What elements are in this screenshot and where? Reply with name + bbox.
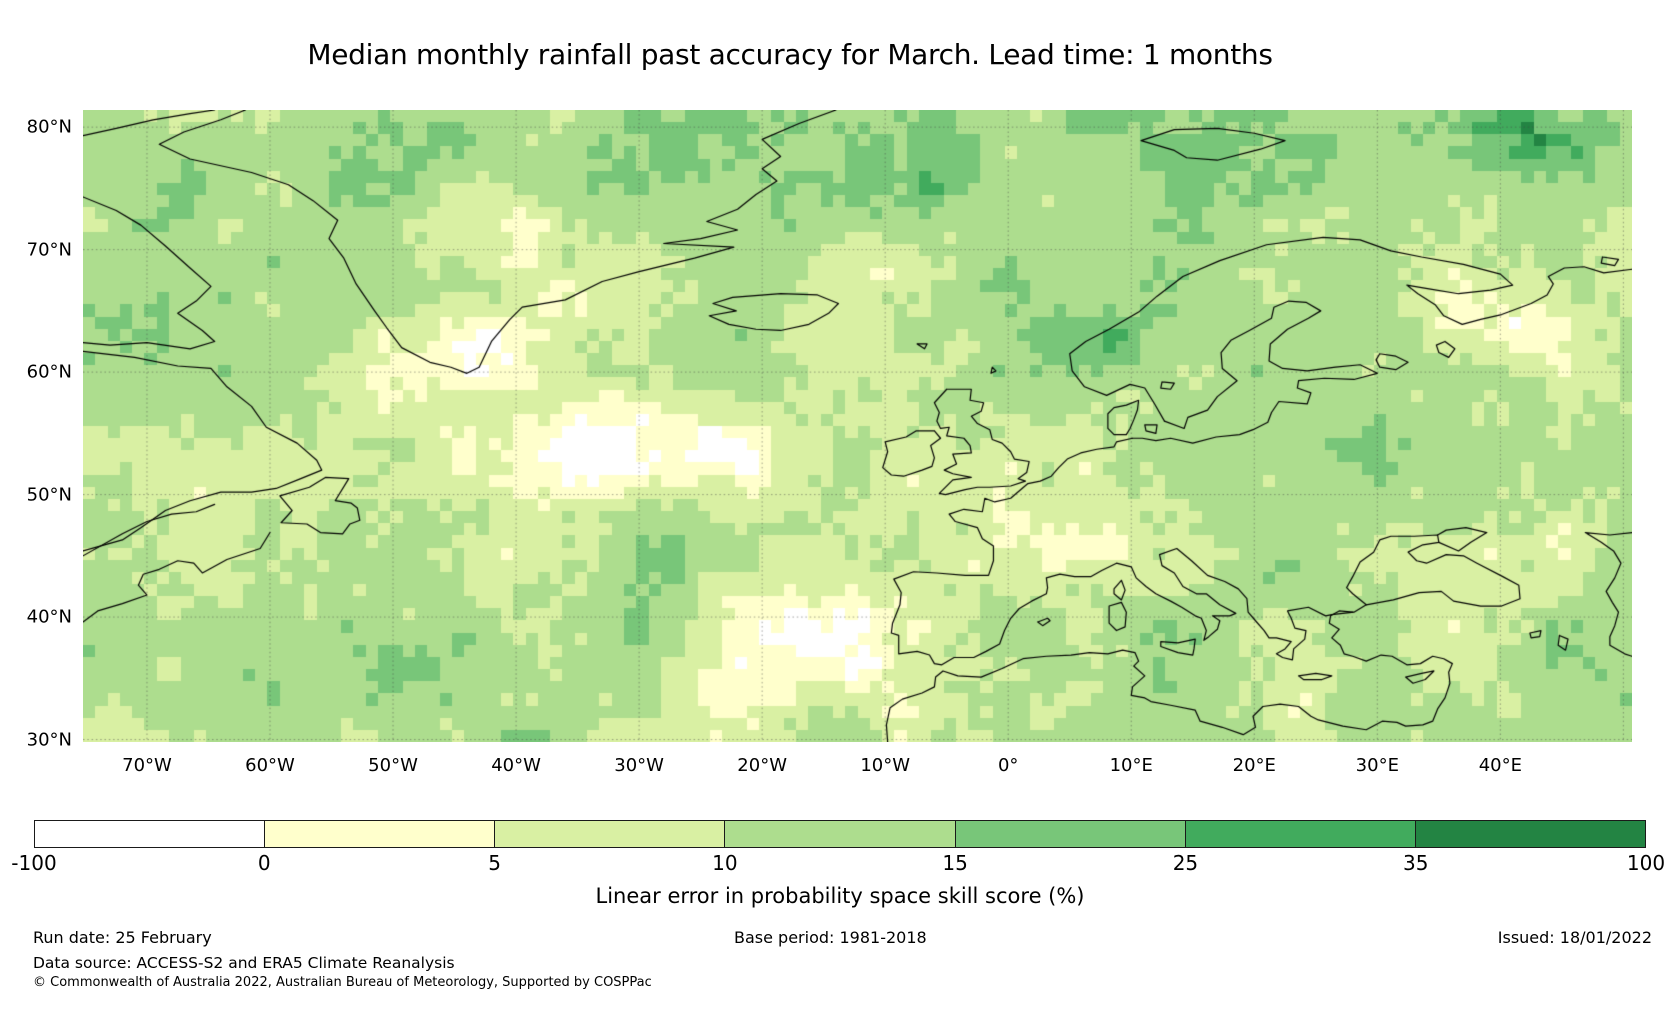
colorbar-tick-label: 15	[942, 851, 968, 875]
lon-tick-label: 10°W	[860, 755, 911, 776]
footer-data-source: Data source: ACCESS-S2 and ERA5 Climate …	[33, 954, 455, 972]
colorbar-tick-label: 10	[712, 851, 738, 875]
lat-tick-label: 30°N	[26, 729, 72, 751]
lon-tick-label: 60°W	[245, 755, 295, 776]
map-canvas	[83, 110, 1632, 742]
colorbar-segment	[955, 821, 1186, 847]
lon-tick-label: 20°W	[737, 755, 787, 776]
lat-tick-label: 50°N	[26, 484, 72, 506]
lon-tick-label: 50°W	[368, 755, 418, 776]
colorbar-tick-label: 25	[1172, 851, 1199, 875]
colorbar-title: Linear error in probability space skill …	[595, 884, 1085, 908]
lon-tick-label: 10°E	[1109, 755, 1153, 776]
map-region	[83, 110, 1632, 742]
footer-issued: Issued: 18/01/2022	[1497, 928, 1652, 947]
footer-copyright: © Commonwealth of Australia 2022, Austra…	[33, 975, 652, 990]
lon-tick-label: 30°E	[1355, 755, 1399, 776]
colorbar-tick-label: -100	[11, 851, 57, 875]
colorbar-tick-label: 0	[257, 851, 271, 875]
colorbar-segment	[725, 821, 956, 847]
lat-tick-label: 80°N	[26, 116, 72, 138]
lon-tick-label: 40°W	[491, 755, 541, 776]
lon-tick-label: 70°W	[122, 755, 172, 776]
colorbar-tick-label: 100	[1626, 851, 1666, 875]
lon-tick-label: 20°E	[1232, 755, 1276, 776]
colorbar-segment	[1185, 821, 1416, 847]
colorbar-segment	[265, 821, 496, 847]
lon-tick-label: 0°	[997, 755, 1019, 776]
lat-tick-label: 60°N	[26, 361, 72, 383]
colorbar-segment	[35, 821, 266, 847]
lon-tick-label: 30°W	[614, 755, 664, 776]
footer-base-period: Base period: 1981-2018	[734, 928, 927, 947]
colorbar-tick-label: 5	[488, 851, 501, 875]
footer-run-date: Run date: 25 February	[33, 928, 212, 947]
chart-title: Median monthly rainfall past accuracy fo…	[307, 38, 1273, 71]
lat-tick-label: 70°N	[26, 239, 72, 261]
lat-tick-label: 40°N	[26, 606, 72, 628]
colorbar-segment	[495, 821, 726, 847]
colorbar-tick-label: 35	[1402, 851, 1429, 875]
lon-tick-label: 40°E	[1478, 755, 1522, 776]
colorbar	[34, 820, 1646, 848]
colorbar-segment	[1415, 821, 1645, 847]
